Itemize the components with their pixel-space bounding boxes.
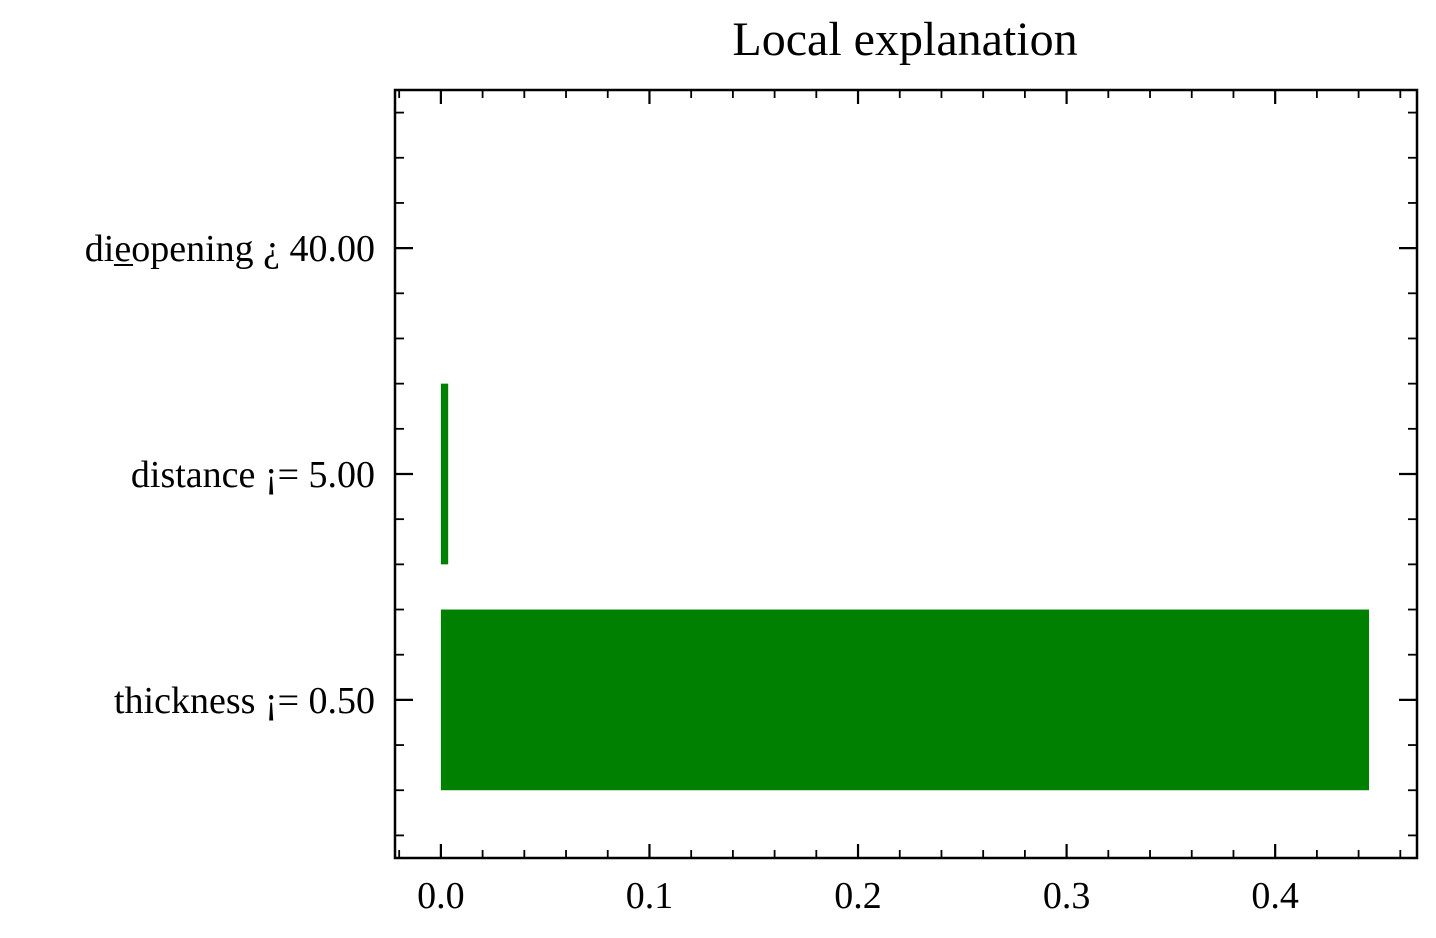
bar-0 (440, 609, 1370, 791)
x-tick-label: 0.4 (1251, 875, 1299, 917)
y-tick-label: die̲opening ¿ 40.00 (85, 228, 375, 270)
bar-1 (440, 383, 449, 565)
y-tick-label: distance ¡= 5.00 (131, 454, 375, 496)
bars-layer (440, 383, 1370, 791)
x-tick-label: 0.3 (1043, 875, 1091, 917)
labels-layer: 0.0 0.1 0.2 0.3 0.4 thickness ¡= 0.50 distance… (85, 228, 1299, 917)
plot-frame (393, 88, 1419, 860)
x-tick-label: 0.1 (626, 875, 674, 917)
chart-title: Local explanation (732, 13, 1077, 66)
x-tick-label: 0.0 (417, 875, 465, 917)
ticks-layer (395, 90, 1417, 858)
x-tick-label: 0.2 (834, 875, 882, 917)
y-tick-label: thickness ¡= 0.50 (114, 680, 375, 722)
